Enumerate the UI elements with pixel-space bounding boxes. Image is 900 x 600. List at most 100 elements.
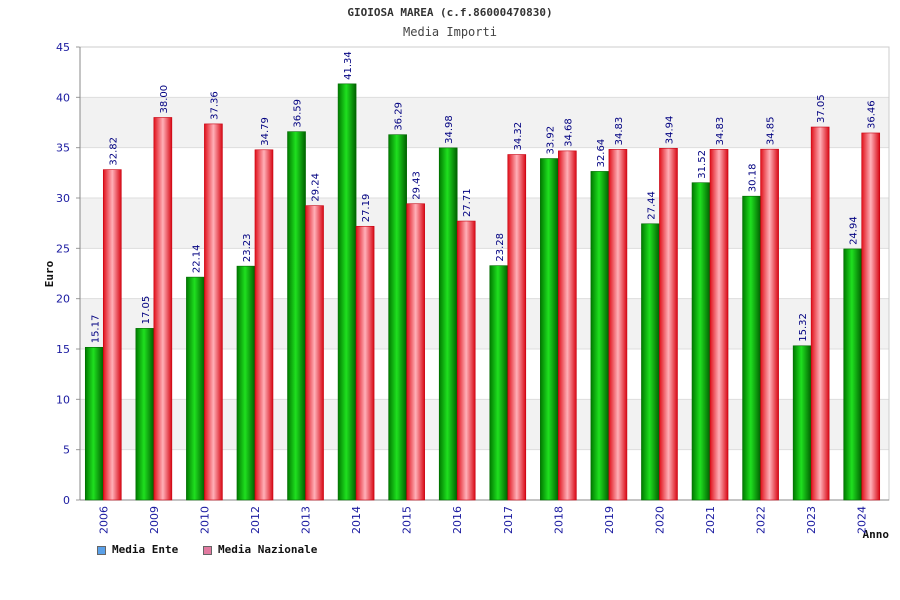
bar-nazionale-2015 — [406, 203, 425, 501]
x-tick-label-2022: 2022 — [755, 506, 768, 534]
bar-ente-2013 — [287, 131, 306, 501]
bar-ente-2017 — [489, 265, 509, 501]
legend-swatch-ente — [97, 545, 106, 555]
x-tick-label-2018: 2018 — [552, 506, 565, 534]
data-label-nazionale-2023: 37.05 — [816, 94, 827, 123]
data-label-ente-2024: 24.94 — [849, 216, 860, 245]
bar-nazionale-2014 — [355, 225, 375, 501]
bar-nazionale-2018 — [558, 150, 577, 501]
bar-ente-2014 — [337, 83, 357, 501]
chart-subtitle: Media Importi — [403, 25, 497, 39]
bar-ente-2006 — [84, 346, 104, 501]
x-tick-label-2024: 2024 — [856, 506, 869, 534]
data-label-nazionale-2013: 29.24 — [311, 173, 322, 202]
data-label-nazionale-2024: 36.46 — [867, 100, 878, 129]
bar-nazionale-2009 — [153, 117, 173, 501]
x-tick-label-2019: 2019 — [603, 506, 616, 534]
legend-item-nazionale: Media Nazionale — [203, 543, 317, 556]
x-tick-label-2012: 2012 — [249, 506, 262, 534]
data-label-ente-2022: 30.18 — [748, 164, 759, 193]
x-tick-label-2020: 2020 — [653, 506, 666, 534]
data-label-nazionale-2012: 34.79 — [260, 117, 271, 146]
y-tick-label: 35 — [56, 142, 70, 155]
x-tick-label-2009: 2009 — [148, 506, 161, 534]
data-label-ente-2009: 17.05 — [141, 296, 152, 325]
data-label-ente-2017: 23.28 — [495, 233, 506, 262]
grid-band — [80, 47, 889, 98]
bar-nazionale-2023 — [810, 126, 830, 501]
bar-nazionale-2016 — [456, 220, 476, 501]
data-label-nazionale-2021: 34.83 — [715, 117, 726, 146]
legend-item-ente: Media Ente — [97, 543, 178, 556]
x-tick-label-2023: 2023 — [805, 506, 818, 534]
data-label-ente-2020: 27.44 — [646, 191, 657, 220]
bar-nazionale-2019 — [608, 149, 628, 501]
data-label-ente-2012: 23.23 — [242, 234, 253, 263]
x-tick-label-2014: 2014 — [350, 506, 363, 534]
data-label-nazionale-2009: 38.00 — [159, 85, 170, 114]
x-tick-label-2021: 2021 — [704, 506, 717, 534]
bar-nazionale-2024 — [861, 132, 881, 501]
bar-ente-2018 — [540, 158, 559, 501]
bar-nazionale-2006 — [102, 169, 122, 501]
bar-ente-2010 — [186, 276, 205, 501]
data-label-ente-2019: 32.64 — [596, 139, 607, 168]
y-tick-label: 45 — [56, 41, 70, 54]
legend-swatch-nazionale — [203, 545, 212, 555]
data-label-nazionale-2010: 37.36 — [209, 91, 220, 120]
bar-ente-2009 — [135, 328, 155, 501]
data-label-nazionale-2019: 34.83 — [614, 117, 625, 146]
x-tick-label-2013: 2013 — [300, 506, 313, 534]
bar-nazionale-2022 — [760, 148, 779, 501]
bar-ente-2019 — [590, 171, 610, 501]
x-tick-label-2010: 2010 — [198, 506, 211, 534]
data-label-nazionale-2014: 27.19 — [361, 194, 372, 223]
y-tick-label: 20 — [56, 293, 70, 306]
data-label-nazionale-2020: 34.94 — [664, 116, 675, 145]
y-tick-label: 10 — [56, 393, 70, 406]
data-label-nazionale-2006: 32.82 — [108, 137, 119, 166]
data-label-ente-2023: 15.32 — [798, 313, 809, 342]
y-tick-label: 25 — [56, 242, 70, 255]
legend-label-nazionale: Media Nazionale — [218, 543, 318, 556]
chart-title: GIOIOSA MAREA (c.f.86000470830) — [347, 6, 553, 19]
bar-ente-2015 — [388, 134, 407, 501]
bar-ente-2021 — [691, 182, 711, 501]
data-label-ente-2014: 41.34 — [343, 51, 354, 80]
bar-ente-2012 — [236, 265, 256, 501]
legend-label-ente: Media Ente — [112, 543, 179, 556]
y-tick-label: 30 — [56, 192, 70, 205]
bar-nazionale-2021 — [709, 149, 729, 501]
data-label-nazionale-2015: 29.43 — [412, 171, 423, 200]
y-tick-label: 15 — [56, 343, 70, 356]
bar-ente-2023 — [792, 345, 812, 501]
bar-nazionale-2010 — [204, 123, 223, 501]
bar-nazionale-2013 — [305, 205, 324, 501]
x-tick-label-2016: 2016 — [451, 506, 464, 534]
x-tick-label-2015: 2015 — [401, 506, 414, 534]
data-label-nazionale-2018: 34.68 — [563, 118, 574, 147]
data-label-ente-2010: 22.14 — [191, 244, 202, 273]
x-tick-label-2017: 2017 — [502, 506, 515, 534]
data-label-nazionale-2022: 34.85 — [766, 117, 777, 146]
data-label-ente-2006: 15.17 — [90, 315, 101, 344]
bar-nazionale-2017 — [507, 154, 527, 501]
x-axis-label: Anno — [863, 528, 890, 541]
data-label-ente-2016: 34.98 — [444, 115, 455, 144]
bar-ente-2022 — [742, 195, 761, 501]
bar-ente-2016 — [438, 147, 458, 501]
y-tick-label: 5 — [63, 444, 70, 457]
data-label-nazionale-2016: 27.71 — [462, 188, 473, 217]
y-tick-label: 0 — [63, 494, 70, 507]
data-label-ente-2013: 36.59 — [293, 99, 304, 128]
data-label-nazionale-2017: 34.32 — [513, 122, 524, 151]
bar-ente-2024 — [843, 248, 863, 501]
y-axis-label: Euro — [43, 260, 56, 287]
data-label-ente-2018: 33.92 — [545, 126, 556, 155]
data-label-ente-2021: 31.52 — [697, 150, 708, 179]
y-tick-label: 40 — [56, 91, 70, 104]
bar-ente-2020 — [641, 223, 660, 501]
bar-nazionale-2020 — [659, 147, 678, 501]
x-tick-label-2006: 2006 — [97, 506, 110, 534]
